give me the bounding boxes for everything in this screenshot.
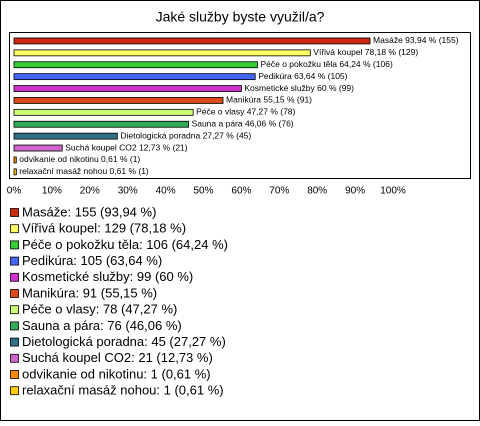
legend-label: Dietologická poradna: 45 (27,27 %) (22, 334, 226, 349)
legend-label: relaxační masáž nohou: 1 (0,61 %) (22, 383, 224, 398)
bar (13, 132, 118, 140)
legend-swatch (10, 256, 19, 266)
data-label: Dietologická poradna 27,27 % (45) (120, 130, 251, 140)
legend-swatch (10, 224, 19, 234)
x-tick-label: 0% (7, 186, 22, 197)
legend-swatch (10, 337, 19, 347)
x-tick-label: 30% (118, 186, 138, 197)
x-tick-label: 60% (231, 186, 251, 197)
legend-swatch (10, 240, 19, 250)
legend-swatch (10, 272, 19, 282)
legend-label: Pedikúra: 105 (63,64 %) (22, 253, 162, 268)
legend-swatch (10, 289, 19, 298)
x-tick-label: 80% (307, 186, 327, 197)
data-label: odvikanie od nikotinu 0,61 % (1) (19, 154, 140, 164)
data-label: Péče o vlasy 47,27 % (78) (196, 107, 295, 117)
legend-label: Suchá koupel CO2: 21 (12,73 %) (22, 350, 213, 365)
legend-label: Vířivá koupel: 129 (78,18 %) (22, 221, 186, 236)
data-label: Sauna a pára 46,06 % (76) (192, 119, 294, 129)
bar (13, 73, 256, 81)
legend-label: Sauna a pára: 76 (46,06 %) (22, 318, 182, 333)
data-label: Vířivá koupel 78,18 % (129) (313, 47, 418, 57)
data-label: Manikúra 55,15 % (91) (226, 95, 312, 105)
x-tick-label: 50% (193, 186, 213, 197)
bar (13, 144, 63, 152)
bar (13, 61, 258, 69)
legend-label: Kosmetické služby: 99 (60 %) (22, 269, 193, 284)
legend-swatch (10, 386, 19, 396)
bar (13, 97, 224, 104)
plot-area: Masáže 93,94 % (155) Vířivá koupel 78,18 … (13, 35, 459, 176)
legend-swatch (10, 321, 19, 331)
bar (13, 108, 194, 116)
x-tick-label: 100% (380, 186, 406, 197)
legend-swatch (10, 208, 19, 217)
data-label: Masáže 93,94 % (155) (373, 35, 459, 45)
legend-swatch (10, 370, 19, 379)
x-tick-label: 20% (80, 186, 100, 197)
data-label: Kosmetické služby 60 % (99) (244, 83, 354, 93)
x-tick-label: 10% (42, 186, 62, 197)
bar (13, 85, 242, 92)
data-label: Suchá koupel CO2 12,73 % (21) (65, 142, 188, 152)
bar (13, 37, 371, 45)
legend-swatch (10, 353, 19, 363)
legend-label: Péče o pokožku těla: 106 (64,24 %) (22, 237, 228, 252)
legend-label: Manikúra: 91 (55,15 %) (22, 285, 157, 300)
bar (13, 49, 311, 57)
bar (13, 168, 17, 176)
bar (13, 156, 17, 164)
bar (13, 120, 189, 128)
plot-frame (9, 32, 471, 179)
legend-swatch (10, 305, 19, 315)
data-label: Péče o pokožku těla 64,24 % (106) (260, 59, 392, 69)
legend-label: Péče o vlasy: 78 (47,27 %) (22, 302, 177, 317)
x-tick-label: 90% (345, 186, 365, 197)
x-tick-label: 40% (156, 186, 176, 197)
legend-label: Masáže: 155 (93,94 %) (22, 204, 156, 219)
x-tick-label: 70% (269, 186, 289, 197)
chart-title: Jaké služby byste využil/a? (156, 9, 325, 25)
data-label: relaxační masáž nohou 0,61 % (1) (19, 166, 149, 176)
data-label: Pedikúra 63,64 % (105) (258, 71, 347, 81)
legend-label: odvikanie od nikotinu: 1 (0,61 %) (22, 366, 211, 381)
